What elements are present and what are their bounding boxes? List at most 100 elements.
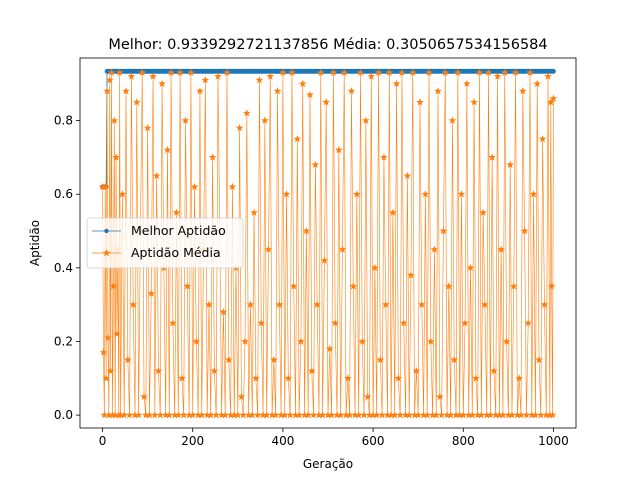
- point-aptidao-media: [282, 190, 291, 198]
- point-aptidao-media: [410, 411, 419, 419]
- point-aptidao-media: [170, 411, 179, 419]
- point-aptidao-media: [110, 116, 119, 124]
- point-aptidao-media: [338, 245, 347, 253]
- point-aptidao-media: [347, 87, 356, 95]
- point-aptidao-media: [509, 282, 518, 290]
- point-aptidao-media: [479, 208, 487, 216]
- point-aptidao-media: [535, 355, 543, 364]
- point-aptidao-media: [502, 337, 511, 345]
- point-aptidao-media: [374, 68, 383, 76]
- x-tick-label: 600: [362, 434, 385, 448]
- point-aptidao-media: [358, 337, 367, 345]
- point-aptidao-media: [336, 411, 345, 419]
- point-aptidao-media: [538, 135, 547, 143]
- point-aptidao-media: [217, 411, 226, 419]
- point-aptidao-media: [335, 146, 343, 154]
- point-aptidao-media: [427, 337, 435, 345]
- point-aptidao-media: [405, 411, 413, 419]
- y-tick-label: 0.4: [54, 261, 73, 275]
- point-aptidao-media: [513, 411, 522, 419]
- point-aptidao-media: [105, 76, 114, 84]
- point-aptidao-media: [482, 411, 491, 419]
- legend-marker-media: [102, 248, 111, 257]
- point-aptidao-media: [311, 160, 320, 168]
- point-aptidao-media: [441, 68, 450, 76]
- chart-title: Melhor: 0.9339292721137856 Média: 0.3050…: [108, 37, 547, 53]
- y-tick-label: 0.0: [54, 408, 73, 422]
- point-aptidao-media: [380, 153, 388, 161]
- point-aptidao-media: [401, 411, 410, 419]
- point-aptidao-media: [414, 411, 422, 419]
- point-aptidao-media: [436, 392, 444, 400]
- point-aptidao-media: [239, 411, 248, 419]
- point-aptidao-media: [443, 411, 451, 419]
- point-aptidao-media: [147, 289, 156, 297]
- point-aptidao-media: [277, 411, 285, 419]
- point-aptidao-media: [387, 411, 395, 419]
- point-aptidao-media: [309, 411, 318, 419]
- point-aptidao-media: [307, 366, 316, 375]
- legend-label-media: Aptidão Média: [131, 245, 221, 260]
- point-aptidao-media: [225, 355, 233, 364]
- point-aptidao-media: [140, 392, 148, 400]
- point-aptidao-media: [134, 411, 143, 419]
- point-aptidao-media: [192, 337, 201, 345]
- x-tick-label: 200: [181, 434, 204, 448]
- x-tick-label: 400: [271, 434, 294, 448]
- point-aptidao-media: [120, 411, 128, 419]
- point-aptidao-media: [454, 68, 462, 76]
- point-aptidao-media: [367, 72, 376, 80]
- point-aptidao-media: [459, 411, 468, 419]
- point-aptidao-media: [528, 411, 536, 419]
- point-aptidao-media: [109, 282, 118, 290]
- point-aptidao-media: [237, 392, 246, 400]
- point-aptidao-media: [149, 72, 157, 80]
- point-aptidao-media: [223, 68, 231, 76]
- y-axis-label: Aptidão: [28, 220, 42, 266]
- point-aptidao-media: [425, 68, 433, 76]
- point-aptidao-media: [450, 355, 459, 364]
- point-aptidao-media: [163, 146, 172, 154]
- x-tick-label: 0: [99, 434, 107, 448]
- point-aptidao-media: [504, 411, 513, 419]
- point-aptidao-media: [221, 411, 229, 419]
- point-aptidao-media: [214, 72, 222, 80]
- point-aptidao-media: [484, 68, 493, 76]
- point-aptidao-media: [452, 411, 460, 419]
- point-aptidao-media: [262, 411, 271, 419]
- point-aptidao-media: [537, 411, 545, 419]
- point-aptidao-media: [466, 263, 475, 272]
- point-aptidao-media: [210, 366, 219, 375]
- point-aptidao-media: [187, 68, 195, 76]
- point-aptidao-media: [125, 411, 134, 419]
- point-aptidao-media: [248, 411, 257, 419]
- point-aptidao-media: [99, 348, 108, 356]
- point-aptidao-media: [526, 68, 534, 76]
- point-aptidao-media: [356, 68, 365, 76]
- point-aptidao-media: [468, 411, 477, 419]
- point-aptidao-media: [486, 411, 495, 419]
- point-aptidao-media: [313, 300, 321, 308]
- point-aptidao-media: [113, 330, 121, 338]
- x-axis-ticks: 0 200 400 600 800 1000: [99, 428, 569, 448]
- point-aptidao-media: [445, 282, 453, 290]
- point-aptidao-media: [101, 182, 110, 191]
- point-aptidao-media: [304, 411, 312, 419]
- point-aptidao-media: [383, 411, 392, 419]
- point-aptidao-media: [183, 282, 192, 290]
- point-aptidao-media: [369, 411, 377, 419]
- point-aptidao-media: [517, 411, 525, 419]
- y-tick-label: 0.2: [54, 334, 73, 348]
- point-aptidao-media: [289, 282, 298, 290]
- point-aptidao-media: [316, 68, 325, 76]
- point-aptidao-media: [421, 190, 430, 198]
- point-aptidao-media: [176, 68, 184, 76]
- point-aptidao-media: [322, 98, 330, 106]
- point-aptidao-media: [167, 68, 175, 76]
- point-aptidao-media: [129, 300, 138, 308]
- point-aptidao-media: [327, 411, 336, 419]
- point-aptidao-media: [432, 411, 441, 419]
- point-aptidao-media: [398, 68, 406, 76]
- point-aptidao-media: [457, 190, 466, 198]
- point-aptidao-media: [349, 282, 358, 290]
